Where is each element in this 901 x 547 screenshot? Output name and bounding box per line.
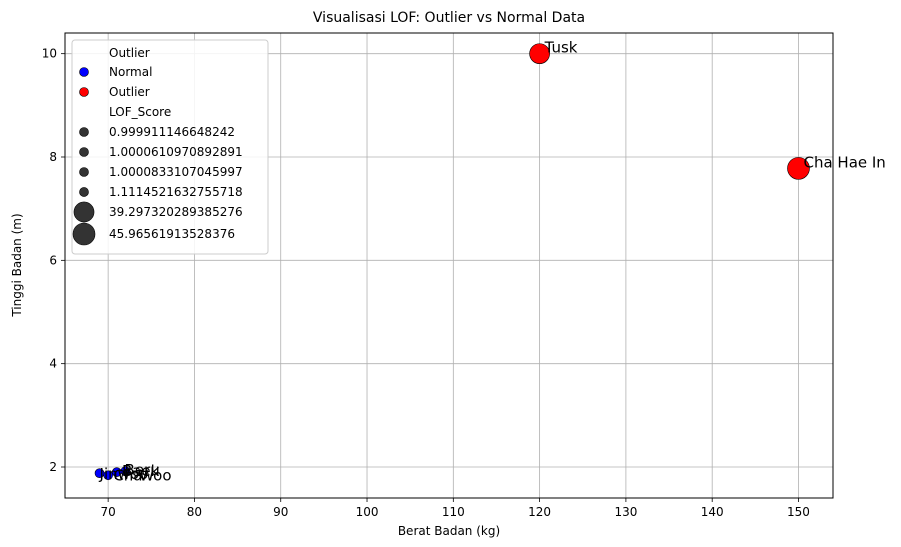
x-tick-label: 140: [701, 505, 724, 519]
x-tick-label: 130: [614, 505, 637, 519]
point-label: Jinwoo: [99, 465, 149, 483]
scatter-point: [103, 470, 113, 481]
x-tick-label: 70: [101, 505, 116, 519]
legend-size-marker: [79, 127, 89, 137]
point-label: Woo: [139, 466, 171, 484]
point-label: Tusk: [544, 39, 578, 57]
x-tick-label: 100: [356, 505, 379, 519]
point-label: Baek: [122, 462, 160, 480]
legend-size-marker: [72, 222, 96, 246]
legend-size-marker: [79, 187, 89, 197]
legend-marker: [79, 87, 89, 97]
x-tick-label: 80: [187, 505, 202, 519]
x-axis-ticks: 70 80 90 100 110 120 130 140 150: [101, 498, 810, 519]
x-tick-label: 150: [787, 505, 810, 519]
legend: Outlier Normal Outlier LOF_Score 0.999911146…: [71, 39, 269, 255]
legend-entry: 1.0000833107045997: [109, 165, 243, 179]
y-axis-label: Tinggi Badan (m): [10, 213, 24, 317]
point-label: Cha: [113, 466, 142, 484]
legend-entry: 39.297320289385276: [109, 205, 243, 219]
legend-marker: [79, 67, 89, 77]
legend-entry: Normal: [109, 65, 152, 79]
chart-title: Visualisasi LOF: Outlier vs Normal Data: [313, 10, 585, 26]
legend-size-marker: [73, 201, 95, 223]
legend-entry: 1.0000610970892891: [109, 145, 243, 159]
x-tick-label: 90: [273, 505, 288, 519]
legend-entry: 0.999911146648242: [109, 125, 235, 139]
x-tick-label: 110: [442, 505, 465, 519]
legend-entry: 1.1114521632755718: [109, 185, 243, 199]
y-tick-label: 8: [49, 150, 57, 164]
point-label: Beru: [125, 461, 160, 479]
y-axis-ticks: 2 4 6 8 10: [42, 47, 65, 474]
legend-hue-title: Outlier: [109, 46, 150, 60]
x-axis-label: Berat Badan (kg): [398, 524, 500, 538]
scatter-point: [787, 157, 810, 180]
legend-size-marker: [79, 167, 89, 177]
data-points: [94, 43, 810, 481]
legend-size-title: LOF_Score: [109, 105, 171, 119]
legend-size-marker: [79, 147, 89, 157]
grid-lines: [65, 33, 833, 498]
legend-box: [71, 39, 269, 255]
y-tick-label: 10: [42, 47, 57, 61]
y-tick-label: 6: [49, 253, 57, 267]
legend-entry: 45.96561913528376: [109, 227, 235, 241]
x-tick-label: 120: [528, 505, 551, 519]
scatter-point: [120, 466, 131, 476]
legend-entry: Outlier: [109, 85, 150, 99]
plot-frame: [64, 32, 834, 499]
point-label: Cha Hae In: [803, 153, 885, 171]
y-tick-label: 4: [49, 357, 57, 371]
scatter-point: [529, 43, 550, 65]
y-tick-label: 2: [49, 460, 57, 474]
